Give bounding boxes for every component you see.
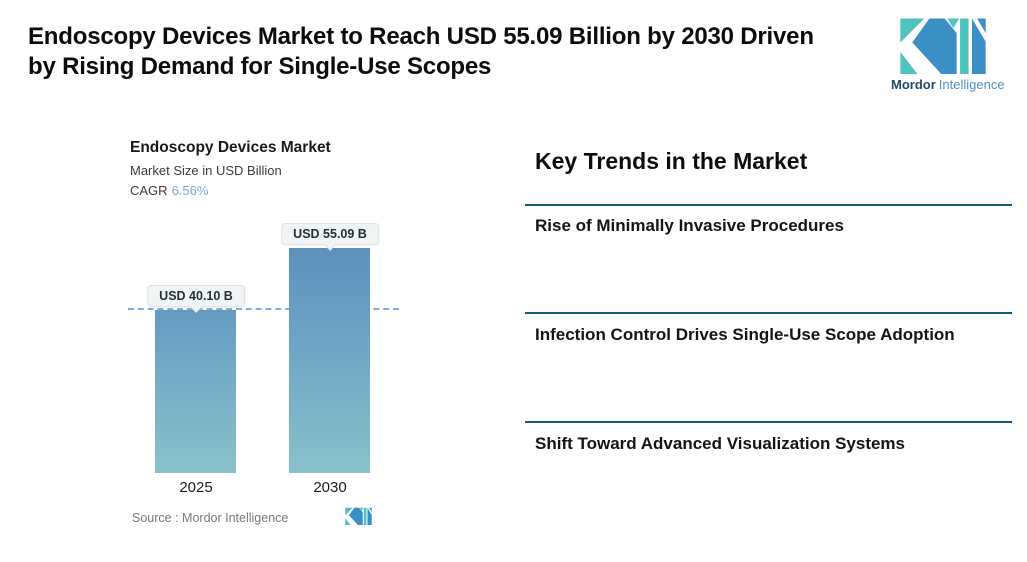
brand-logo: Mordor Intelligence <box>891 16 1005 92</box>
brand-word-bold: Mordor <box>891 77 936 92</box>
source-label: Source : <box>132 511 179 525</box>
page-title-line2: by Rising Demand for Single-Use Scopes <box>28 53 492 80</box>
x-axis-label-2025: 2025 <box>179 479 213 496</box>
trend-item-3: Shift Toward Advanced Visualization Syst… <box>535 434 905 453</box>
brand-wordmark: Mordor Intelligence <box>891 77 1005 92</box>
data-label-2030: USD 55.09 B <box>281 223 379 245</box>
x-axis-label-2030: 2030 <box>313 479 347 496</box>
trend-item-1: Rise of Minimally Invasive Procedures <box>535 216 844 235</box>
mordor-intelligence-logo-icon <box>891 16 995 74</box>
trend-divider <box>525 312 1012 314</box>
data-label-2025: USD 40.10 B <box>147 285 245 307</box>
trend-divider <box>525 204 1012 206</box>
bar-2025 <box>155 310 236 473</box>
cagr-label: CAGR <box>130 183 168 198</box>
trend-item-2: Infection Control Drives Single-Use Scop… <box>535 325 955 344</box>
trend-divider <box>525 421 1012 423</box>
reference-dashed-line <box>128 308 399 310</box>
cagr-value: 6.56% <box>171 183 209 198</box>
chart-subtitle: Market Size in USD Billion <box>130 163 282 178</box>
trends-heading: Key Trends in the Market <box>535 148 808 174</box>
mordor-mini-logo-icon <box>345 507 372 530</box>
page-title-line1: Endoscopy Devices Market to Reach USD 55… <box>28 23 814 50</box>
source-value: Mordor Intelligence <box>182 511 289 525</box>
chart-title: Endoscopy Devices Market <box>130 139 331 156</box>
bar-2030 <box>289 248 370 473</box>
page-title: Endoscopy Devices Market to Reach USD 55… <box>28 22 888 82</box>
chart-cagr: CAGR 6.56% <box>130 183 208 198</box>
source-row: Source : Mordor Intelligence <box>132 511 288 525</box>
brand-word-light: Intelligence <box>938 77 1005 92</box>
